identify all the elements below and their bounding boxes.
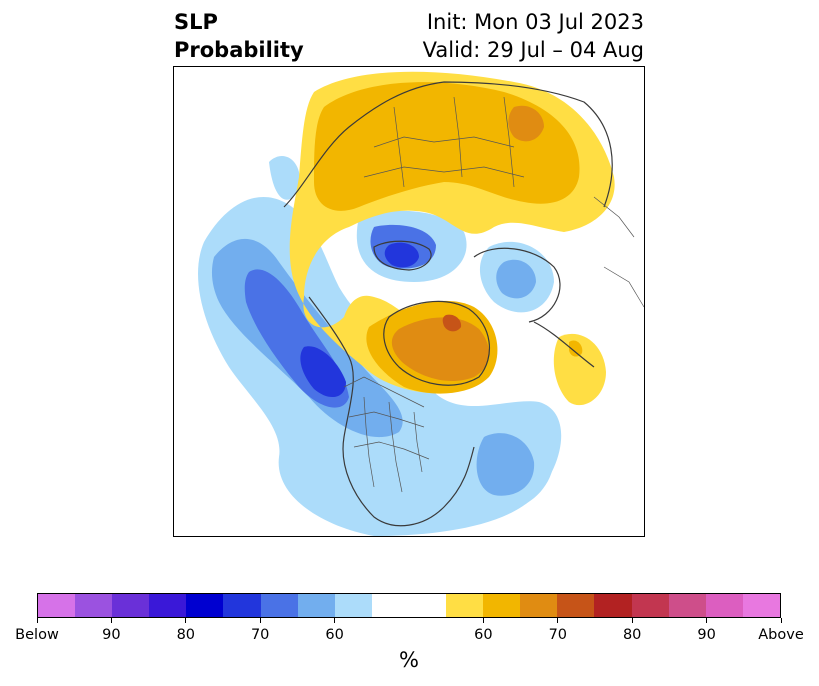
colorbar-tick-mark bbox=[334, 618, 336, 623]
colorbar-tick-label: 80 bbox=[176, 627, 196, 643]
colorbar-tick-mark bbox=[780, 618, 782, 623]
colorbar-segment bbox=[594, 594, 632, 617]
coastlines bbox=[283, 81, 613, 527]
colorbar-segment bbox=[520, 594, 558, 617]
colorbar-segment bbox=[223, 594, 261, 617]
colorbar-tick-mark bbox=[36, 618, 38, 623]
title-variable: SLP bbox=[174, 10, 218, 34]
colorbar-tick-label: 90 bbox=[697, 627, 716, 643]
below-70-eurasia-core bbox=[496, 259, 536, 299]
colorbar-tick-mark bbox=[259, 618, 261, 623]
colorbar-segment bbox=[742, 594, 780, 617]
colorbar-segment bbox=[149, 594, 187, 617]
colorbar-segment bbox=[75, 594, 113, 617]
political-borders bbox=[343, 96, 644, 493]
colorbar-tick-label: 70 bbox=[250, 627, 270, 643]
above-60-small-patch bbox=[569, 340, 583, 357]
probability-map bbox=[198, 71, 644, 536]
colorbar-segment bbox=[408, 594, 447, 617]
above-60-europe-region bbox=[553, 333, 606, 406]
colorbar-tick-mark bbox=[557, 618, 559, 623]
title-block-left: SLP Probability bbox=[174, 8, 304, 64]
colorbar bbox=[37, 593, 781, 618]
colorbar-segment bbox=[483, 594, 521, 617]
colorbar-tick-label: 60 bbox=[474, 627, 493, 643]
colorbar-segment bbox=[446, 594, 484, 617]
colorbar-segment bbox=[371, 594, 409, 617]
above-90-greenland-core bbox=[442, 314, 462, 332]
title-block-right: Init: Mon 03 Jul 2023 Valid: 29 Jul – 04… bbox=[423, 8, 644, 64]
below-70-atlantic-core bbox=[476, 433, 535, 496]
above-80-arctic-core bbox=[508, 105, 544, 142]
colorbar-segment bbox=[334, 594, 372, 617]
colorbar-segment bbox=[186, 594, 224, 617]
colorbar-segment bbox=[557, 594, 595, 617]
colorbar-tick-label: Below bbox=[15, 627, 59, 643]
below-90-pacific-core bbox=[300, 346, 346, 398]
colorbar-segment bbox=[631, 594, 669, 617]
colorbar-tick-mark bbox=[110, 618, 112, 623]
colorbar-tick-label: 90 bbox=[102, 627, 121, 643]
colorbar-tick-mark bbox=[706, 618, 708, 623]
colorbar-tick-label: 60 bbox=[325, 627, 344, 643]
colorbar-segment bbox=[668, 594, 706, 617]
colorbar-segment bbox=[112, 594, 150, 617]
colorbar-unit: % bbox=[399, 648, 419, 672]
below-90-arctic-core bbox=[384, 242, 419, 268]
valid-range: Valid: 29 Jul – 04 Aug bbox=[422, 38, 644, 62]
colorbar-segment bbox=[297, 594, 335, 617]
colorbar-tick-mark bbox=[185, 618, 187, 623]
colorbar-tick-label: Above bbox=[758, 627, 804, 643]
colorbar-tick-label: 80 bbox=[622, 627, 642, 643]
colorbar-segment bbox=[260, 594, 298, 617]
colorbar-tick-label: 70 bbox=[548, 627, 568, 643]
above-80-greenland-core bbox=[391, 317, 490, 382]
colorbar-tick-mark bbox=[482, 618, 484, 623]
init-date: Init: Mon 03 Jul 2023 bbox=[426, 10, 644, 34]
title-field: Probability bbox=[174, 38, 304, 62]
below-60-north-region bbox=[269, 156, 300, 200]
colorbar-segment bbox=[38, 594, 76, 617]
colorbar-tick-mark bbox=[631, 618, 633, 623]
colorbar-segment bbox=[705, 594, 743, 617]
map-panel bbox=[173, 66, 645, 537]
